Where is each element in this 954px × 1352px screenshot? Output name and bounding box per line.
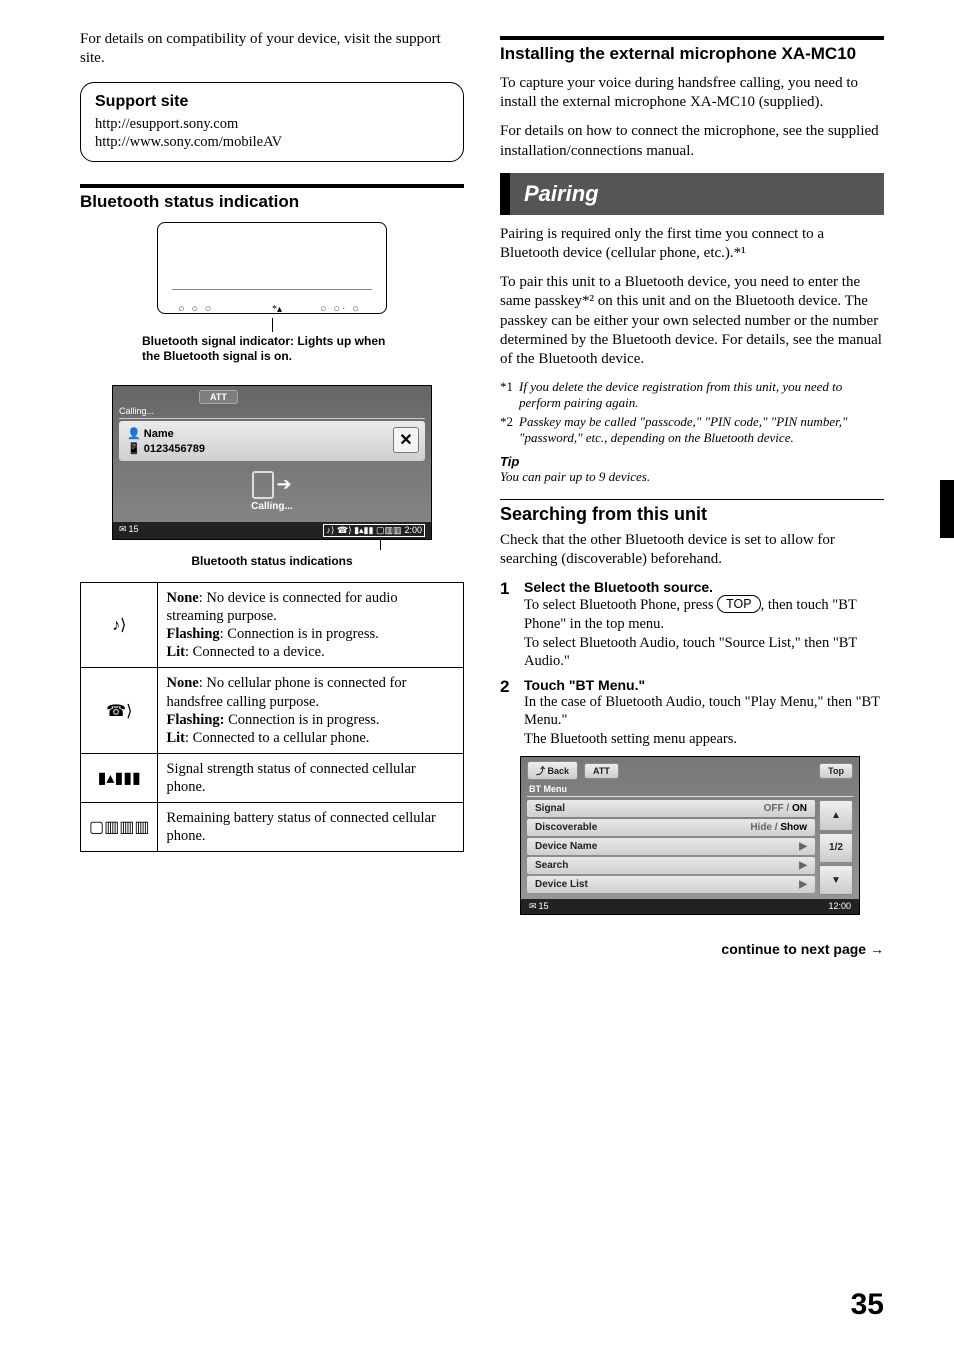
pairing-banner: Pairing — [500, 173, 884, 215]
status-icon: ▮▴▮▮▮ — [81, 753, 158, 802]
mic-p1: To capture your voice during handsfree c… — [500, 74, 884, 112]
footnote-1: *1If you delete the device registration … — [500, 379, 884, 412]
support-url-1: http://esupport.sony.com — [95, 115, 449, 133]
edge-tab — [940, 480, 954, 538]
back-button: ⤴ Back — [527, 761, 578, 780]
status-desc: None: No cellular phone is connected for… — [158, 668, 464, 754]
bt-menu-row: SignalOFF / ON — [527, 800, 815, 817]
close-icon: ✕ — [393, 427, 419, 453]
left-column: For details on compatibility of your dev… — [80, 30, 464, 957]
top-button-label: TOP — [717, 595, 760, 613]
pair-p1: Pairing is required only the first time … — [500, 225, 884, 263]
ui-statusbar: 15 ♪⟩ ☎⟩ ▮▴▮▮ ▢▥▥2:00 — [113, 522, 431, 539]
scroll-up-icon: ▲ — [819, 800, 853, 830]
right-column: Installing the external microphone XA-MC… — [500, 30, 884, 957]
status-icon: ☎⟩ — [81, 668, 158, 754]
caller-row: 👤 Name 📱 0123456789 ✕ — [119, 421, 425, 461]
status-icon: ♪⟩ — [81, 582, 158, 668]
bt-menu-row: DiscoverableHide / Show — [527, 819, 815, 836]
caller-number: 0123456789 — [144, 443, 205, 455]
table-row: ▮▴▮▮▮Signal strength status of connected… — [81, 753, 464, 802]
step1-heading: Select the Bluetooth source. — [524, 579, 884, 595]
continue-text: continue to next page → — [500, 941, 884, 957]
footnote-2: *2Passkey may be called "passcode," "PIN… — [500, 414, 884, 447]
step2-body: In the case of Bluetooth Audio, touch "P… — [524, 693, 884, 749]
intro-text: For details on compatibility of your dev… — [80, 30, 464, 68]
top-button: Top — [819, 763, 853, 779]
searching-heading: Searching from this unit — [500, 499, 884, 525]
bt-menu-crumb: BT Menu — [521, 784, 859, 796]
page-number: 35 — [851, 1288, 884, 1322]
status-desc: Remaining battery status of connected ce… — [158, 803, 464, 852]
step-2: 2 Touch "BT Menu." In the case of Blueto… — [500, 677, 884, 749]
bt-menu-row: Search▶ — [527, 857, 815, 874]
calling-graphic: ➔ Calling... — [113, 463, 431, 522]
calling-ui-illustration: ATT Calling... 👤 Name 📱 0123456789 ✕ ➔ C… — [112, 385, 432, 540]
status-icon: ▢▥▥▥ — [81, 803, 158, 852]
scroll-down-icon: ▼ — [819, 865, 853, 895]
att-button: ATT — [584, 763, 619, 779]
signal-caption: Bluetooth signal indicator: Lights up wh… — [142, 334, 402, 365]
bt-indication-heading: Bluetooth status indication — [80, 192, 464, 212]
tip-heading: Tip — [500, 454, 884, 469]
step1-body: To select Bluetooth Phone, press TOP, th… — [524, 595, 884, 670]
page-indicator: 1/2 — [819, 833, 853, 863]
status-indications-caption: Bluetooth status indications — [80, 554, 464, 568]
mic-p2: For details on how to connect the microp… — [500, 122, 884, 160]
att-badge: ATT — [199, 390, 238, 404]
step-1: 1 Select the Bluetooth source. To select… — [500, 579, 884, 670]
pair-p2: To pair this unit to a Bluetooth device,… — [500, 273, 884, 369]
caller-name: Name — [144, 428, 174, 440]
bt-menu-row: Device List▶ — [527, 876, 815, 893]
bt-menu-row: Device Name▶ — [527, 838, 815, 855]
support-site-box: Support site http://esupport.sony.com ht… — [80, 82, 464, 162]
device-illustration: ○ ○ ○ *▴ ○ ○· ○ — [157, 222, 387, 314]
status-desc: Signal strength status of connected cell… — [158, 753, 464, 802]
tip-body: You can pair up to 9 devices. — [500, 469, 884, 485]
mic-heading: Installing the external microphone XA-MC… — [500, 44, 884, 64]
support-title: Support site — [95, 93, 449, 111]
table-row: ▢▥▥▥Remaining battery status of connecte… — [81, 803, 464, 852]
support-url-2: http://www.sony.com/mobileAV — [95, 133, 449, 151]
calling-label: Calling... — [119, 406, 425, 416]
status-desc: None: No device is connected for audio s… — [158, 582, 464, 668]
step2-heading: Touch "BT Menu." — [524, 677, 884, 693]
table-row: ♪⟩None: No device is connected for audio… — [81, 582, 464, 668]
bt-menu-illustration: ⤴ Back ATT Top BT Menu SignalOFF / ON Dis… — [520, 756, 860, 915]
status-table: ♪⟩None: No device is connected for audio… — [80, 582, 464, 853]
search-p: Check that the other Bluetooth device is… — [500, 531, 884, 569]
table-row: ☎⟩None: No cellular phone is connected f… — [81, 668, 464, 754]
